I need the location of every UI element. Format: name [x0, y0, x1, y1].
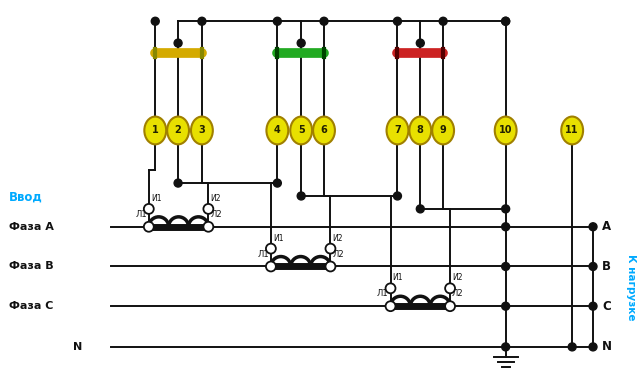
Text: В: В: [602, 260, 611, 273]
Circle shape: [144, 204, 154, 214]
Text: Л2: Л2: [332, 249, 344, 258]
Circle shape: [568, 343, 576, 351]
Text: Л2: Л2: [211, 210, 222, 219]
Text: А: А: [602, 220, 611, 233]
Ellipse shape: [561, 116, 583, 144]
Text: 9: 9: [440, 125, 447, 135]
Circle shape: [445, 283, 455, 293]
Text: Л1: Л1: [377, 289, 389, 298]
Text: И1: И1: [151, 194, 161, 203]
Text: Ввод: Ввод: [10, 191, 43, 203]
Circle shape: [417, 39, 424, 47]
Circle shape: [501, 205, 510, 213]
Circle shape: [439, 17, 447, 25]
Text: N: N: [73, 342, 82, 352]
Text: И2: И2: [452, 274, 463, 282]
Ellipse shape: [410, 116, 431, 144]
Circle shape: [501, 343, 510, 351]
Text: N: N: [602, 340, 612, 353]
Circle shape: [325, 244, 336, 254]
Text: К нагрузке: К нагрузке: [626, 254, 635, 320]
Circle shape: [297, 192, 305, 200]
Text: 2: 2: [175, 125, 181, 135]
Text: С: С: [602, 300, 611, 313]
Circle shape: [266, 244, 276, 254]
Text: И2: И2: [332, 234, 343, 242]
Text: И1: И1: [273, 234, 283, 242]
Ellipse shape: [167, 116, 189, 144]
Circle shape: [204, 204, 213, 214]
Circle shape: [394, 17, 401, 25]
Ellipse shape: [387, 116, 408, 144]
Text: Л1: Л1: [135, 210, 147, 219]
Text: 10: 10: [499, 125, 512, 135]
Circle shape: [174, 39, 182, 47]
Ellipse shape: [144, 116, 166, 144]
Ellipse shape: [432, 116, 454, 144]
Text: И1: И1: [392, 274, 403, 282]
Ellipse shape: [267, 116, 288, 144]
Text: 7: 7: [394, 125, 401, 135]
Circle shape: [501, 263, 510, 270]
Ellipse shape: [191, 116, 213, 144]
Circle shape: [394, 192, 401, 200]
Circle shape: [385, 301, 396, 311]
Text: Л2: Л2: [452, 289, 464, 298]
Circle shape: [151, 17, 160, 25]
Circle shape: [204, 222, 213, 232]
Text: И2: И2: [211, 194, 221, 203]
Circle shape: [589, 223, 597, 231]
Circle shape: [445, 301, 455, 311]
Circle shape: [198, 17, 206, 25]
Circle shape: [501, 17, 510, 25]
Ellipse shape: [494, 116, 517, 144]
Circle shape: [589, 302, 597, 310]
Circle shape: [501, 17, 510, 25]
Circle shape: [320, 17, 328, 25]
Circle shape: [273, 17, 281, 25]
Text: Л1: Л1: [257, 249, 269, 258]
Text: 3: 3: [198, 125, 205, 135]
Text: 1: 1: [152, 125, 159, 135]
Circle shape: [501, 223, 510, 231]
Circle shape: [325, 262, 336, 272]
Text: 4: 4: [274, 125, 281, 135]
Ellipse shape: [313, 116, 335, 144]
Text: 8: 8: [417, 125, 424, 135]
Text: 5: 5: [298, 125, 304, 135]
Circle shape: [144, 222, 154, 232]
Circle shape: [501, 302, 510, 310]
Circle shape: [266, 262, 276, 272]
Ellipse shape: [290, 116, 312, 144]
Circle shape: [174, 179, 182, 187]
Text: Фаза А: Фаза А: [10, 222, 54, 232]
Text: 11: 11: [565, 125, 579, 135]
Circle shape: [589, 263, 597, 270]
Circle shape: [273, 179, 281, 187]
Circle shape: [417, 205, 424, 213]
Circle shape: [385, 283, 396, 293]
Text: 6: 6: [321, 125, 327, 135]
Text: Фаза С: Фаза С: [10, 301, 54, 311]
Circle shape: [589, 343, 597, 351]
Circle shape: [297, 39, 305, 47]
Text: Фаза В: Фаза В: [10, 262, 54, 272]
